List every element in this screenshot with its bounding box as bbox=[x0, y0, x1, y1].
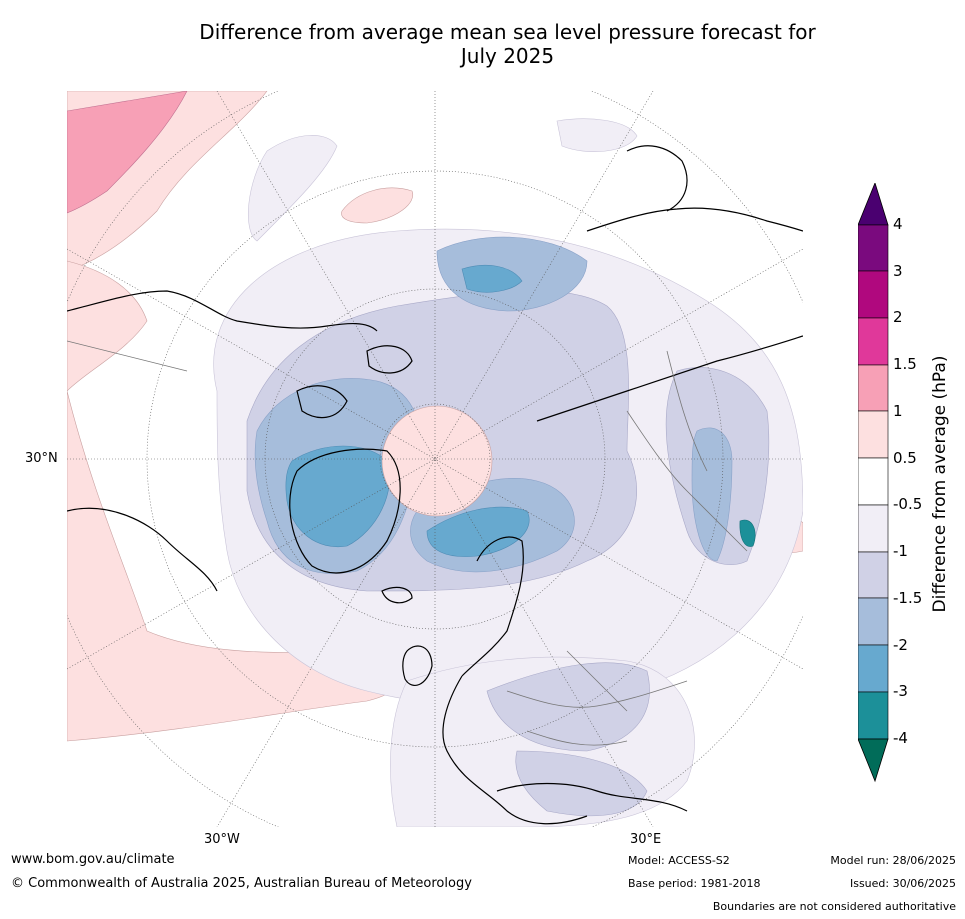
negative-anomaly-northeast bbox=[556, 118, 638, 152]
pressure-anomaly-map bbox=[67, 91, 803, 827]
colorbar-tick-label: 1.5 bbox=[893, 355, 917, 374]
colorbar-tick-label: 4 bbox=[893, 215, 903, 233]
colorbar-top-arrow bbox=[858, 183, 889, 226]
colorbar-band-1-1.5 bbox=[858, 364, 889, 412]
negative-anomaly-core-east bbox=[739, 519, 756, 547]
coastlines bbox=[67, 145, 803, 825]
colorbar bbox=[858, 183, 889, 783]
positive-anomaly-west bbox=[67, 260, 148, 392]
colorbar-band-1.5-2 bbox=[858, 317, 889, 366]
colorbar-band-neg-1-1.5 bbox=[858, 551, 889, 599]
colorbar-title: Difference from average (hPa) bbox=[930, 355, 950, 613]
map-title: Difference from average mean sea level p… bbox=[0, 20, 965, 68]
title-line-2: July 2025 bbox=[460, 44, 555, 68]
footer-base-period: Base period: 1981-2018 bbox=[628, 877, 761, 890]
negative-anomaly-core-barents bbox=[426, 506, 530, 557]
colorbar-tick-label: -4 bbox=[893, 729, 908, 747]
footer-boundaries-note: Boundaries are not considered authoritat… bbox=[712, 900, 956, 913]
colorbar-band-neg-1.5-2 bbox=[858, 597, 889, 646]
negative-anomaly-core-greenland bbox=[285, 445, 390, 548]
lon-label-30w: 30°W bbox=[204, 832, 240, 847]
colorbar-tick-label: -1.5 bbox=[893, 588, 923, 607]
colorbar-band-0.5-1 bbox=[858, 410, 889, 459]
footer-model: Model: ACCESS-S2 bbox=[628, 854, 730, 867]
colorbar-band-neg-0.5-1 bbox=[858, 504, 889, 553]
country-borders bbox=[67, 340, 748, 746]
colorbar-tick-label: -3 bbox=[893, 682, 908, 701]
colorbar-tick-label: 1 bbox=[893, 401, 903, 420]
colorbar-tick-label: -0.5 bbox=[893, 495, 923, 514]
colorbar-band-neg-2-3 bbox=[858, 644, 889, 693]
colorbar-tick-label: 3 bbox=[893, 261, 903, 280]
graticule bbox=[67, 91, 803, 827]
pole-positive-anomaly bbox=[381, 405, 493, 517]
negative-anomaly-core-north bbox=[461, 264, 523, 293]
negative-anomaly-north bbox=[248, 135, 338, 242]
colorbar-tick-label: -2 bbox=[893, 635, 908, 654]
colorbar-bottom-arrow bbox=[858, 738, 889, 783]
colorbar-band-neutral bbox=[858, 457, 889, 506]
colorbar-tick-label: 0.5 bbox=[893, 448, 917, 467]
colorbar-band-2-3 bbox=[858, 270, 889, 319]
lon-label-30e: 30°E bbox=[630, 832, 662, 847]
colorbar-band-3-4 bbox=[858, 224, 889, 272]
positive-anomaly-small bbox=[341, 187, 414, 224]
colorbar-tick-label: -1 bbox=[893, 542, 908, 561]
footer-issued: Issued: 30/06/2025 bbox=[849, 877, 956, 890]
lat-label-30n: 30°N bbox=[25, 451, 58, 466]
colorbar-tick-label: 2 bbox=[893, 308, 903, 327]
negative-anomaly-mediterranean-inner bbox=[515, 750, 648, 817]
strong-positive-anomaly bbox=[67, 91, 188, 214]
footer-model-run: Model run: 28/06/2025 bbox=[830, 854, 956, 867]
footer-website[interactable]: www.bom.gov.au/climate bbox=[11, 852, 175, 867]
title-line-1: Difference from average mean sea level p… bbox=[199, 20, 816, 44]
footer-copyright: © Commonwealth of Australia 2025, Austra… bbox=[11, 876, 472, 891]
colorbar-band-neg-3-4 bbox=[858, 691, 889, 740]
